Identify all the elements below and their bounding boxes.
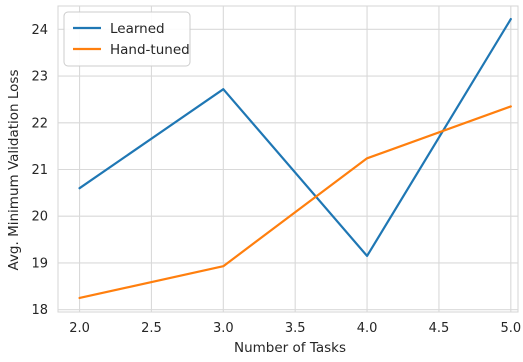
x-tick-label: 3.0 <box>213 321 234 336</box>
legend-label: Learned <box>110 21 165 37</box>
series-line-hand-tuned <box>78 105 512 300</box>
x-tick-label: 5.0 <box>500 321 521 336</box>
y-tick-label: 19 <box>31 256 48 271</box>
x-tick-label: 3.5 <box>285 321 306 336</box>
legend: Learned Hand-tuned <box>63 11 191 67</box>
legend-label: Hand-tuned <box>110 42 190 58</box>
y-tick-label: 20 <box>31 210 48 225</box>
y-tick-label: 21 <box>31 163 48 178</box>
y-tick-label: 24 <box>31 23 48 38</box>
legend-box <box>63 11 191 67</box>
x-tick-label: 4.5 <box>429 321 450 336</box>
x-axis-label: Number of Tasks <box>234 340 346 356</box>
x-tick-label: 2.5 <box>141 321 162 336</box>
axes: 2.0 2.5 3.0 3.5 4.0 4.5 5.0 18 19 20 21 22 23 24 <box>31 23 521 336</box>
y-tick-label: 18 <box>31 303 48 318</box>
x-tick-label: 2.0 <box>69 321 90 336</box>
series <box>78 17 512 300</box>
y-axis-label: Avg. Minimum Validation Loss <box>6 69 22 270</box>
y-tick-label: 23 <box>31 70 48 85</box>
series-line-learned <box>78 17 512 258</box>
x-tick-label: 4.0 <box>357 321 378 336</box>
y-tick-label: 22 <box>31 116 48 131</box>
